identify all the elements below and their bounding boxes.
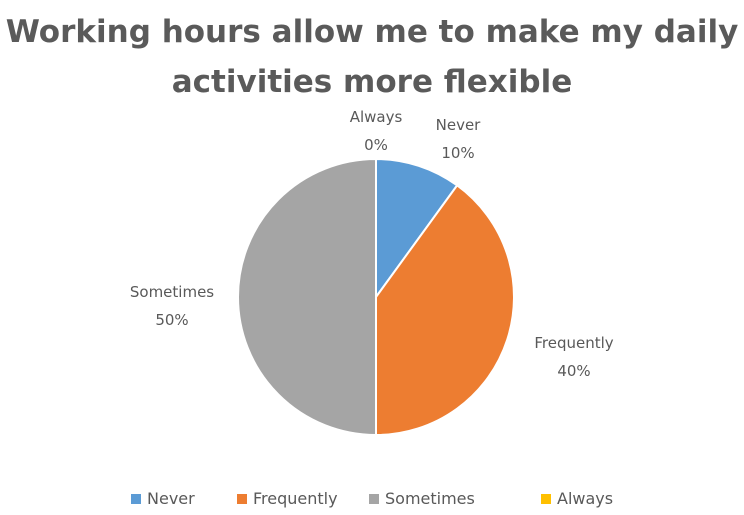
data-label-value-frequently: 40% [557,362,590,380]
chart-title-line-1: Working hours allow me to make my daily [5,14,739,50]
legend-label-always: Always [557,489,613,508]
data-label-value-sometimes: 50% [155,311,188,329]
legend-swatch-sometimes [369,494,379,504]
pie-slice-never [375,157,459,301]
legend-item-sometimes: Sometimes [369,489,475,508]
legend-item-frequently: Frequently [237,489,338,508]
legend-label-frequently: Frequently [253,489,338,508]
data-label-value-always: 0% [364,136,388,154]
data-label-name-never: Never [436,116,482,134]
chart-title-line-2: activities more flexible [171,64,573,100]
data-label-name-sometimes: Sometimes [130,283,214,301]
legend-swatch-never [131,494,141,504]
legend-item-never: Never [131,489,195,508]
pie-slice-sometimes [237,157,377,437]
legend-label-never: Never [147,489,195,508]
data-label-name-always: Always [350,108,403,126]
data-label-value-never: 10% [441,144,474,162]
pie-slice-frequently [375,183,515,437]
legend-label-sometimes: Sometimes [385,489,475,508]
legend-swatch-frequently [237,494,247,504]
legend-swatch-always [541,494,551,504]
legend-item-always: Always [541,489,613,508]
data-label-name-frequently: Frequently [534,334,613,352]
